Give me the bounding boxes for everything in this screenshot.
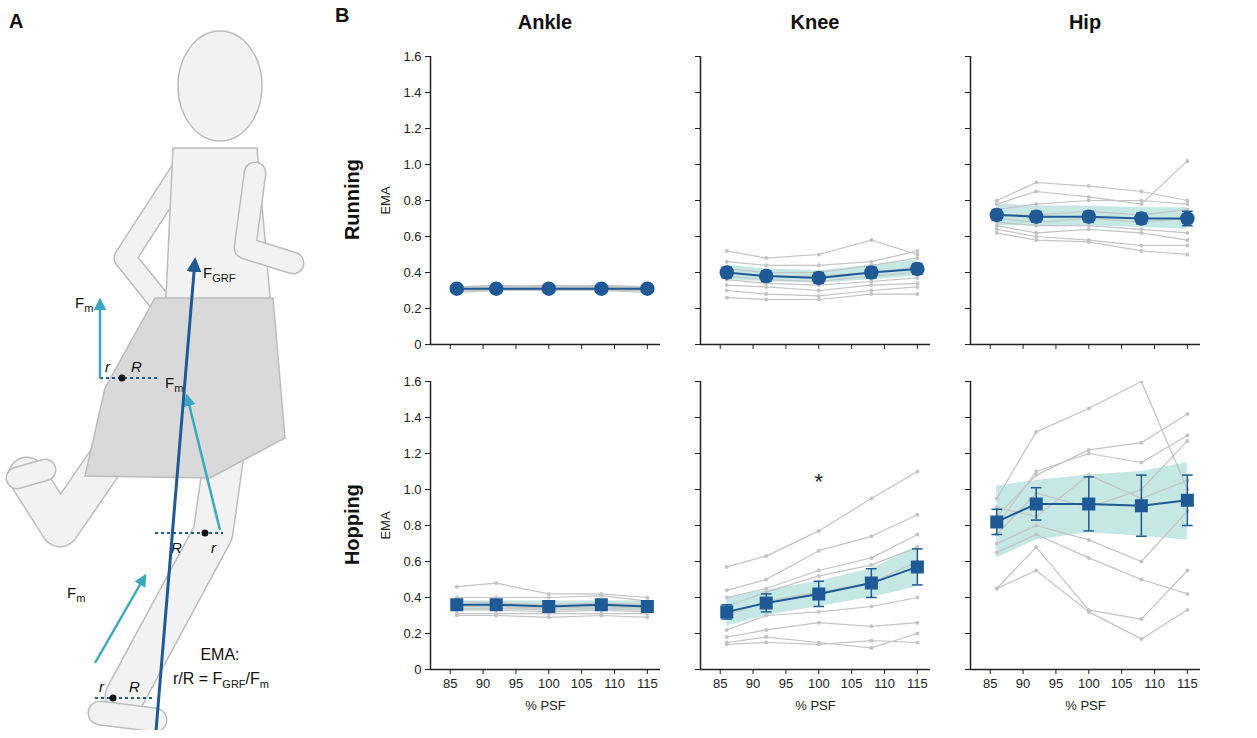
svg-text:1.2: 1.2: [403, 121, 421, 136]
svg-text:EMA: EMA: [378, 186, 393, 215]
svg-text:105: 105: [1111, 676, 1133, 691]
svg-text:FGRF: FGRF: [203, 264, 236, 284]
svg-text:115: 115: [907, 676, 928, 691]
svg-text:0.6: 0.6: [403, 554, 421, 569]
svg-text:Fm: Fm: [75, 294, 93, 314]
svg-text:100: 100: [808, 676, 830, 691]
svg-text:0.4: 0.4: [403, 265, 421, 280]
html-text:B: B: [335, 4, 350, 26]
svg-text:*: *: [815, 469, 824, 494]
svg-text:1.0: 1.0: [403, 157, 421, 172]
svg-text:100: 100: [538, 676, 560, 691]
svg-text:1.4: 1.4: [403, 85, 421, 100]
svg-text:% PSF: % PSF: [1065, 698, 1106, 713]
svg-text:0.2: 0.2: [403, 626, 421, 641]
svg-text:1.4: 1.4: [403, 410, 421, 425]
svg-text:85: 85: [713, 676, 727, 691]
svg-text:Fm: Fm: [67, 584, 85, 604]
svg-text:90: 90: [746, 676, 760, 691]
svg-text:EMA:: EMA:: [200, 646, 239, 663]
svg-text:100: 100: [1078, 676, 1100, 691]
html-text:Running: Running: [341, 159, 363, 241]
svg-text:1.0: 1.0: [403, 482, 421, 497]
svg-text:110: 110: [1144, 676, 1165, 691]
svg-text:95: 95: [1049, 676, 1063, 691]
svg-text:r: r: [211, 539, 217, 556]
svg-text:R: R: [131, 358, 142, 375]
svg-text:% PSF: % PSF: [525, 698, 566, 713]
html-text:Hip: Hip: [1068, 11, 1102, 33]
svg-text:85: 85: [983, 676, 997, 691]
svg-text:r: r: [105, 358, 111, 375]
svg-text:110: 110: [874, 676, 895, 691]
svg-text:90: 90: [476, 676, 490, 691]
svg-text:110: 110: [604, 676, 625, 691]
svg-text:0: 0: [414, 662, 421, 677]
svg-text:% PSF: % PSF: [795, 698, 836, 713]
svg-text:105: 105: [841, 676, 863, 691]
svg-text:0.8: 0.8: [403, 518, 421, 533]
svg-text:1.2: 1.2: [403, 446, 421, 461]
svg-text:0.8: 0.8: [403, 193, 421, 208]
svg-text:115: 115: [1177, 676, 1198, 691]
html-text:Ankle: Ankle: [517, 11, 573, 33]
svg-text:0: 0: [414, 337, 421, 352]
svg-text:95: 95: [509, 676, 523, 691]
svg-text:r/R = FGRF/Fm: r/R = FGRF/Fm: [173, 670, 269, 690]
svg-text:105: 105: [571, 676, 593, 691]
svg-text:Fm: Fm: [165, 374, 183, 394]
svg-text:0.2: 0.2: [403, 301, 421, 316]
svg-text:85: 85: [443, 676, 457, 691]
svg-text:0.4: 0.4: [403, 590, 421, 605]
svg-text:0.6: 0.6: [403, 229, 421, 244]
svg-text:R: R: [171, 539, 182, 556]
svg-text:EMA: EMA: [378, 511, 393, 540]
html-text:Knee: Knee: [790, 11, 840, 33]
svg-text:r: r: [99, 678, 105, 695]
svg-text:1.6: 1.6: [403, 49, 421, 64]
svg-text:A: A: [9, 10, 23, 32]
svg-text:R: R: [129, 678, 140, 695]
svg-text:1.6: 1.6: [403, 374, 421, 389]
svg-text:95: 95: [779, 676, 793, 691]
html-text:Hopping: Hopping: [341, 484, 363, 566]
svg-text:115: 115: [637, 676, 658, 691]
svg-text:90: 90: [1016, 676, 1030, 691]
